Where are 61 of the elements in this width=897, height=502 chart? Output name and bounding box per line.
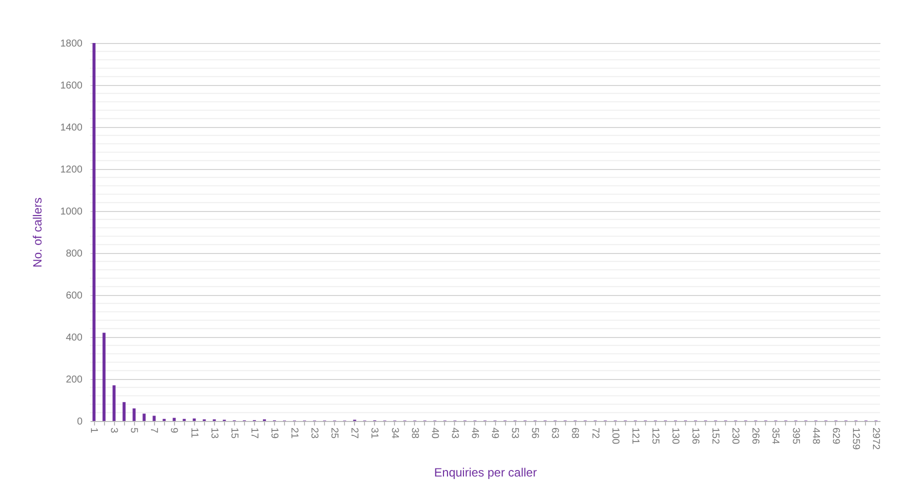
bar [102,332,106,421]
x-tick-label: 13 [208,428,220,440]
x-tick-label: 49 [489,428,500,440]
x-axis-title: Enquiries per caller [434,466,537,480]
bar [142,414,146,421]
x-tick-label: 63 [549,428,560,440]
x-tick-label: 395 [790,428,801,445]
y-tick-label: 1400 [60,122,83,134]
x-tick-label: 121 [629,428,640,445]
x-tick-label: 100 [609,428,620,445]
y-tick-label: 600 [66,290,83,302]
y-axis-title: No. of callers [30,197,44,268]
x-tick-label: 266 [750,428,761,445]
y-tick-label: 0 [76,416,83,428]
y-tick-label: 200 [66,374,83,386]
x-tick-label: 38 [408,428,420,440]
y-tick-label: 400 [66,332,83,344]
x-tick-label: 7 [148,428,160,434]
x-tick-label: 34 [388,428,400,440]
x-tick-label: 25 [328,428,340,440]
x-tick-label: 17 [248,428,260,440]
bar [122,402,126,421]
x-tick-label: 136 [690,428,701,445]
y-tick-label: 1200 [60,164,83,176]
x-tick-label: 15 [228,428,240,440]
x-tick-label: 11 [188,428,200,438]
x-tick-label: 43 [448,428,460,440]
x-tick-label: 1259 [850,428,861,450]
x-tick-label: 46 [468,428,480,440]
y-tick-label: 1800 [60,38,83,50]
x-tick-label: 68 [569,428,580,440]
x-tick-label: 230 [730,428,741,445]
x-tick-label: 3 [108,428,120,434]
y-tick-label: 1000 [60,206,83,218]
x-tick-label: 2972 [870,428,881,450]
bar [172,418,176,421]
x-tick-label: 23 [308,428,320,440]
x-tick-label: 629 [830,428,841,445]
x-tick-label: 53 [509,428,520,440]
x-tick-label: 354 [770,428,781,445]
x-tick-label: 19 [268,428,280,440]
x-tick-label: 130 [669,428,680,445]
bar [112,385,116,421]
x-tick-label: 152 [710,428,721,445]
bar [132,408,136,421]
x-tick-label: 56 [529,428,540,440]
y-tick-label: 1600 [60,80,83,92]
bar [152,416,156,421]
x-tick-label: 448 [810,428,821,445]
y-tick-label: 800 [66,248,83,260]
x-tick-label: 40 [428,428,440,440]
x-tick-label: 31 [368,428,380,440]
x-tick-label: 5 [128,428,140,434]
bar [92,43,96,421]
x-tick-label: 21 [288,428,300,440]
x-tick-label: 27 [348,428,360,440]
x-tick-label: 9 [168,428,180,434]
x-tick-label: 125 [649,428,660,445]
x-tick-label: 72 [589,428,600,440]
bar [192,418,196,421]
x-tick-label: 1 [88,428,100,434]
